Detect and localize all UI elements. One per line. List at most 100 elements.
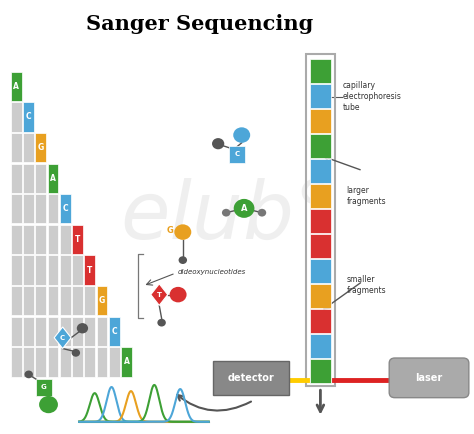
Text: C: C [26,112,31,122]
FancyBboxPatch shape [23,194,34,224]
FancyBboxPatch shape [47,194,58,224]
Circle shape [222,209,230,217]
Text: C: C [63,204,68,213]
Text: C: C [235,151,239,158]
FancyBboxPatch shape [310,59,331,83]
Circle shape [234,199,255,218]
FancyBboxPatch shape [47,225,58,254]
FancyBboxPatch shape [23,347,34,377]
FancyBboxPatch shape [11,286,22,316]
Circle shape [72,349,80,357]
Text: C: C [60,335,65,341]
FancyBboxPatch shape [36,255,46,285]
FancyBboxPatch shape [23,225,34,254]
FancyBboxPatch shape [72,347,83,377]
FancyBboxPatch shape [121,347,132,377]
Circle shape [212,138,224,149]
FancyBboxPatch shape [310,234,331,258]
FancyBboxPatch shape [72,286,83,316]
FancyBboxPatch shape [72,225,83,254]
Circle shape [39,396,58,413]
FancyBboxPatch shape [23,286,34,316]
Text: T: T [87,266,92,275]
FancyBboxPatch shape [310,334,331,358]
FancyBboxPatch shape [72,317,83,346]
FancyBboxPatch shape [109,317,119,346]
Text: G: G [37,143,44,152]
FancyBboxPatch shape [11,225,22,254]
FancyBboxPatch shape [11,164,22,193]
FancyBboxPatch shape [84,317,95,346]
FancyBboxPatch shape [84,347,95,377]
Circle shape [25,371,33,378]
Circle shape [233,127,250,143]
Text: detector: detector [228,373,274,383]
Text: A: A [241,204,247,213]
FancyBboxPatch shape [97,317,108,346]
FancyBboxPatch shape [389,358,469,398]
FancyBboxPatch shape [60,317,71,346]
FancyBboxPatch shape [11,347,22,377]
FancyBboxPatch shape [310,284,331,308]
FancyBboxPatch shape [47,286,58,316]
Text: G: G [41,385,46,390]
FancyBboxPatch shape [36,286,46,316]
FancyBboxPatch shape [60,255,71,285]
FancyBboxPatch shape [310,184,331,208]
Text: A: A [50,174,56,183]
Text: C: C [111,327,117,336]
FancyBboxPatch shape [60,347,71,377]
Text: G: G [166,226,173,235]
FancyBboxPatch shape [84,286,95,316]
Text: T: T [75,235,80,244]
FancyBboxPatch shape [60,225,71,254]
FancyBboxPatch shape [11,72,22,101]
Polygon shape [151,284,168,306]
FancyBboxPatch shape [36,133,46,162]
FancyBboxPatch shape [23,164,34,193]
FancyBboxPatch shape [310,134,331,158]
FancyBboxPatch shape [60,194,71,224]
FancyBboxPatch shape [11,194,22,224]
Text: A: A [13,82,19,91]
FancyBboxPatch shape [11,255,22,285]
FancyBboxPatch shape [97,347,108,377]
Text: elub°: elub° [120,178,335,256]
Circle shape [174,224,191,240]
Text: G: G [99,296,105,305]
FancyBboxPatch shape [310,359,331,383]
FancyBboxPatch shape [36,225,46,254]
Text: smaller
fragments: smaller fragments [346,275,386,295]
FancyBboxPatch shape [23,255,34,285]
FancyBboxPatch shape [36,379,52,396]
FancyBboxPatch shape [11,133,22,162]
FancyBboxPatch shape [36,317,46,346]
FancyBboxPatch shape [229,146,245,163]
FancyBboxPatch shape [310,109,331,133]
FancyBboxPatch shape [36,194,46,224]
FancyBboxPatch shape [11,102,22,132]
FancyBboxPatch shape [310,209,331,233]
FancyBboxPatch shape [47,164,58,193]
FancyBboxPatch shape [23,102,34,132]
FancyBboxPatch shape [310,259,331,283]
FancyBboxPatch shape [72,255,83,285]
Text: laser: laser [415,373,442,383]
FancyBboxPatch shape [84,255,95,285]
Circle shape [77,323,88,333]
Text: Sanger Sequencing: Sanger Sequencing [86,14,313,34]
FancyBboxPatch shape [60,286,71,316]
Polygon shape [54,327,71,349]
FancyBboxPatch shape [36,164,46,193]
FancyBboxPatch shape [47,255,58,285]
FancyBboxPatch shape [36,347,46,377]
FancyBboxPatch shape [23,133,34,162]
Circle shape [179,256,187,264]
FancyBboxPatch shape [310,159,331,183]
Text: A: A [124,357,129,366]
FancyBboxPatch shape [97,286,108,316]
Circle shape [258,209,266,217]
Circle shape [157,319,166,326]
FancyBboxPatch shape [310,309,331,333]
FancyBboxPatch shape [47,317,58,346]
